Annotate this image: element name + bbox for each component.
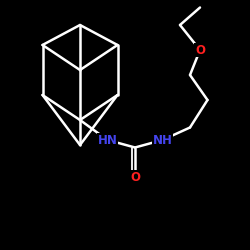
Text: HN: HN	[98, 134, 117, 146]
Text: O: O	[195, 44, 205, 57]
Text: NH: NH	[152, 134, 172, 146]
Text: O: O	[130, 171, 140, 184]
